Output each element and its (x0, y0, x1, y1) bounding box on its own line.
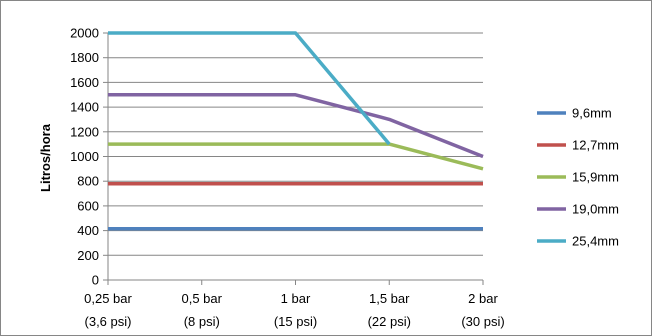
y-tick-label: 200 (77, 248, 99, 263)
y-tick-label: 1800 (70, 50, 99, 65)
legend: 9,6mm 12,7mm 15,9mm 19,0mm 25,4mm (537, 106, 619, 249)
series-line-2 (108, 142, 484, 171)
x-tick-sublabel: (30 psi) (461, 314, 504, 329)
x-tick-label: 1 bar (281, 291, 311, 306)
y-tick-label: 400 (77, 223, 99, 238)
legend-label: 25,4mm (572, 234, 619, 249)
legend-label: 15,9mm (572, 170, 619, 185)
y-tick-labels: 0 200 400 600 800 1000 1200 1400 1600 1800 2000 (70, 26, 99, 288)
y-tick-label: 2000 (70, 26, 99, 41)
series-lines (108, 31, 484, 231)
x-tick-label: 2 bar (468, 291, 498, 306)
y-tick-label: 1200 (70, 124, 99, 139)
y-tick-label: 1600 (70, 75, 99, 90)
legend-label: 12,7mm (572, 138, 619, 153)
x-tick-sublabel: (3,6 psi) (85, 314, 132, 329)
x-tick-labels: 0,25 bar (3,6 psi) 0,5 bar (8 psi) 1 bar (15 … (84, 291, 505, 329)
x-tick-label: 1,5 bar (369, 291, 410, 306)
axes (103, 32, 484, 285)
legend-label: 9,6mm (572, 106, 612, 121)
x-tick-sublabel: (15 psi) (274, 314, 317, 329)
y-axis-title: Litros/hora (38, 123, 53, 192)
x-tick-sublabel: (8 psi) (184, 314, 220, 329)
legend-label: 19,0mm (572, 202, 619, 217)
y-tick-label: 1400 (70, 100, 99, 115)
y-tick-label: 0 (92, 273, 99, 288)
x-tick-label: 0,25 bar (84, 291, 132, 306)
y-tick-label: 1000 (70, 149, 99, 164)
series-line-4 (108, 31, 391, 146)
x-tick-sublabel: (22 psi) (368, 314, 411, 329)
y-tick-label: 800 (77, 174, 99, 189)
series-line-3 (108, 93, 484, 159)
y-tick-label: 600 (77, 198, 99, 213)
x-tick-label: 0,5 bar (182, 291, 223, 306)
